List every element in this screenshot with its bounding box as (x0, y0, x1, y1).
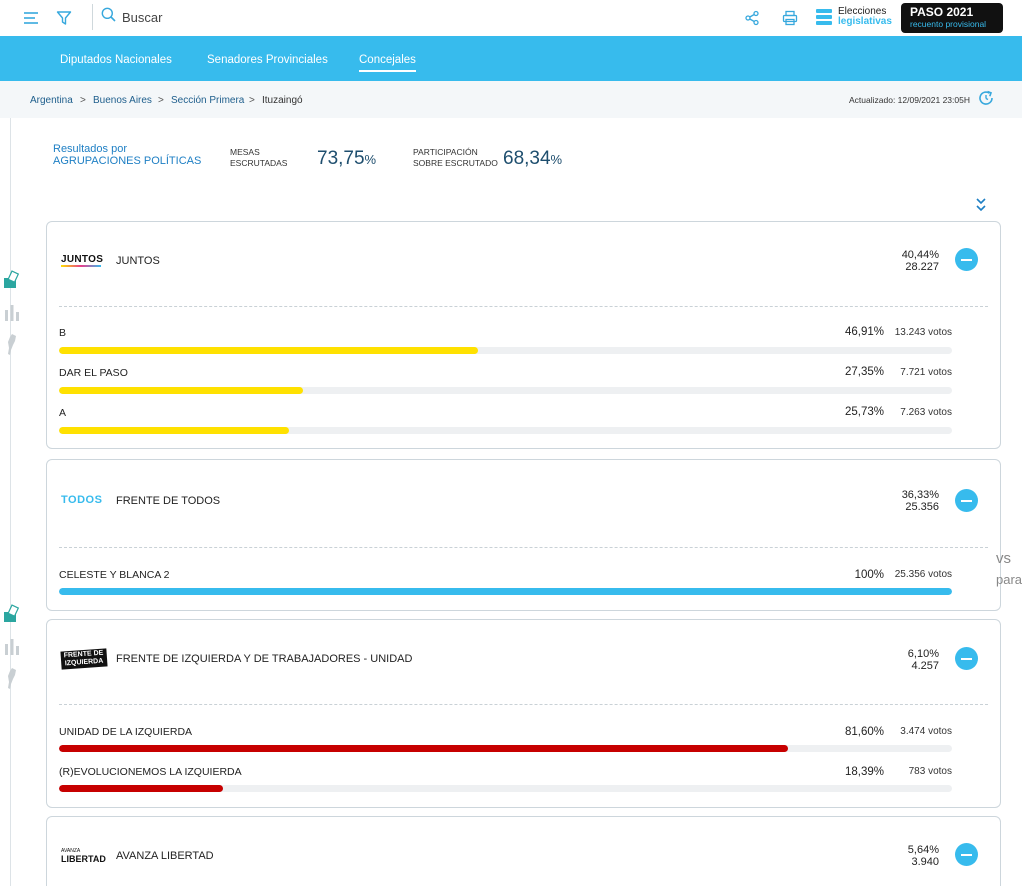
lista-bar (59, 427, 289, 434)
collapse-toggle-button[interactable] (955, 489, 978, 512)
lista-pct: 46,91% (844, 326, 884, 338)
badge-subtitle: recuento provisional (910, 19, 987, 29)
breadcrumb-separator: > (249, 95, 255, 106)
participacion-label: PARTICIPACIÓN SOBRE ESCRUTADO (413, 147, 498, 168)
party-name: AVANZA LIBERTAD (116, 850, 214, 862)
lista-bar (59, 785, 224, 792)
lista-pct: 100% (854, 569, 884, 581)
party-name: FRENTE DE TODOS (116, 495, 221, 507)
juntos-logo: JUNTOS (61, 254, 104, 267)
lista-votes: 783 votos (908, 766, 952, 777)
lista-pct: 27,35% (844, 366, 884, 378)
lista-votes: 7.263 votos (900, 407, 952, 418)
background-text: vs (996, 550, 1011, 567)
map-icon[interactable] (3, 333, 21, 355)
breadcrumb-separator: > (80, 95, 86, 106)
mesas-label: MESAS ESCRUTADAS (230, 147, 288, 168)
results-by-type[interactable]: AGRUPACIONES POLÍTICAS (53, 155, 202, 167)
search-bar (92, 4, 322, 30)
party-card-juntos: JUNTOS JUNTOS 40,44% 28.227 B 46,91% 13.2… (46, 221, 1001, 449)
lista-votes: 3.474 votos (900, 726, 952, 737)
lista-name: B (59, 327, 67, 339)
menu-icon[interactable] (21, 8, 41, 28)
print-icon[interactable] (780, 8, 800, 28)
search-input[interactable] (122, 9, 322, 25)
lista-votes: 25.356 votos (894, 569, 952, 580)
lista-bar-track (59, 387, 952, 394)
lista-bar-track (59, 785, 952, 792)
tab-diputados-nacionales[interactable]: Diputados Nacionales (60, 54, 172, 66)
party-name: FRENTE DE IZQUIERDA Y DE TRABAJADORES - … (116, 653, 413, 665)
collapse-toggle-button[interactable] (955, 647, 978, 670)
divider (59, 547, 988, 548)
ballot-box-icon[interactable] (3, 270, 21, 290)
breadcrumb: Argentina > Buenos Aires > Sección Prime… (0, 81, 1022, 118)
party-card-avanza-libertad: AVANZA LIBERTAD AVANZA LIBERTAD 5,64% 3.9… (46, 816, 1001, 886)
divider (59, 704, 988, 705)
lista-bar (59, 588, 952, 595)
lista-votes: 13.243 votos (894, 327, 952, 338)
bar-chart-icon[interactable] (3, 303, 21, 323)
results-by-label: Resultados por (53, 143, 127, 155)
tab-senadores-provinciales[interactable]: Senadores Provinciales (207, 54, 328, 66)
breadcrumb-seccion-primera[interactable]: Sección Primera (171, 95, 245, 106)
elecciones-logo: Elecciones legislativas (816, 7, 892, 27)
lista-bar (59, 387, 304, 394)
breadcrumb-ituzaingo: Ituzaingó (262, 95, 303, 106)
updated-timestamp: Actualizado: 12/09/2021 23:05H (849, 95, 970, 105)
category-nav: Diputados Nacionales Senadores Provincia… (0, 36, 1022, 81)
party-name: JUNTOS (116, 255, 160, 267)
avanza-libertad-logo: AVANZA LIBERTAD (61, 848, 106, 864)
lista-name: UNIDAD DE LA IZQUIERDA (59, 726, 193, 738)
lista-bar-track (59, 427, 952, 434)
tab-concejales[interactable]: Concejales (359, 36, 416, 81)
badge-title: PASO 2021 (910, 5, 974, 19)
brand-line1: Elecciones (838, 6, 887, 17)
todos-logo: TODOS (61, 494, 103, 506)
divider (59, 306, 988, 307)
filter-icon[interactable] (54, 8, 74, 28)
party-result: 40,44% 28.227 (901, 249, 939, 273)
refresh-icon[interactable] (977, 89, 995, 107)
lista-pct: 18,39% (844, 766, 884, 778)
ballot-box-icon[interactable] (3, 604, 21, 624)
paso-badge: PASO 2021 recuento provisional (901, 3, 1003, 33)
party-card-frente-de-izquierda: FRENTE DE IZQUIERDA FRENTE DE IZQUIERDA Y… (46, 619, 1001, 808)
mesas-value: 73,75% (317, 148, 377, 169)
lista-bar-track (59, 745, 952, 752)
background-text: para (996, 572, 1022, 587)
flag-icon (816, 9, 832, 25)
lista-name: (R)EVOLUCIONEMOS LA IZQUIERDA (59, 766, 242, 778)
lista-bar-track (59, 588, 952, 595)
lista-bar (59, 745, 788, 752)
party-card-frente-de-todos: TODOS FRENTE DE TODOS 36,33% 25.356 CELES… (46, 459, 1001, 611)
lista-name: CELESTE Y BLANCA 2 (59, 569, 170, 581)
lista-name: DAR EL PASO (59, 367, 128, 379)
lista-votes: 7.721 votos (900, 367, 952, 378)
fit-logo: FRENTE DE IZQUIERDA (60, 648, 108, 670)
breadcrumb-buenos-aires[interactable]: Buenos Aires (93, 95, 152, 106)
search-icon[interactable] (101, 7, 116, 27)
left-rail (10, 118, 11, 886)
collapse-toggle-button[interactable] (955, 843, 978, 866)
party-result: 6,10% 4.257 (907, 648, 939, 672)
lista-bar (59, 347, 478, 354)
collapse-toggle-button[interactable] (955, 248, 978, 271)
party-result: 5,64% 3.940 (907, 844, 939, 868)
lista-bar-track (59, 347, 952, 354)
lista-name: A (59, 407, 67, 419)
breadcrumb-separator: > (158, 95, 164, 106)
lista-pct: 25,73% (844, 406, 884, 418)
breadcrumb-argentina[interactable]: Argentina (30, 95, 73, 106)
bar-chart-icon[interactable] (3, 637, 21, 657)
top-bar: Elecciones legislativas PASO 2021 recuen… (0, 0, 1022, 36)
party-result: 36,33% 25.356 (901, 489, 939, 513)
brand-line2: legislativas (838, 16, 892, 27)
map-icon[interactable] (3, 667, 21, 689)
lista-pct: 81,60% (844, 726, 884, 738)
participacion-value: 68,34% (503, 148, 563, 169)
collapse-all-icon[interactable] (973, 196, 989, 214)
share-icon[interactable] (742, 8, 762, 28)
